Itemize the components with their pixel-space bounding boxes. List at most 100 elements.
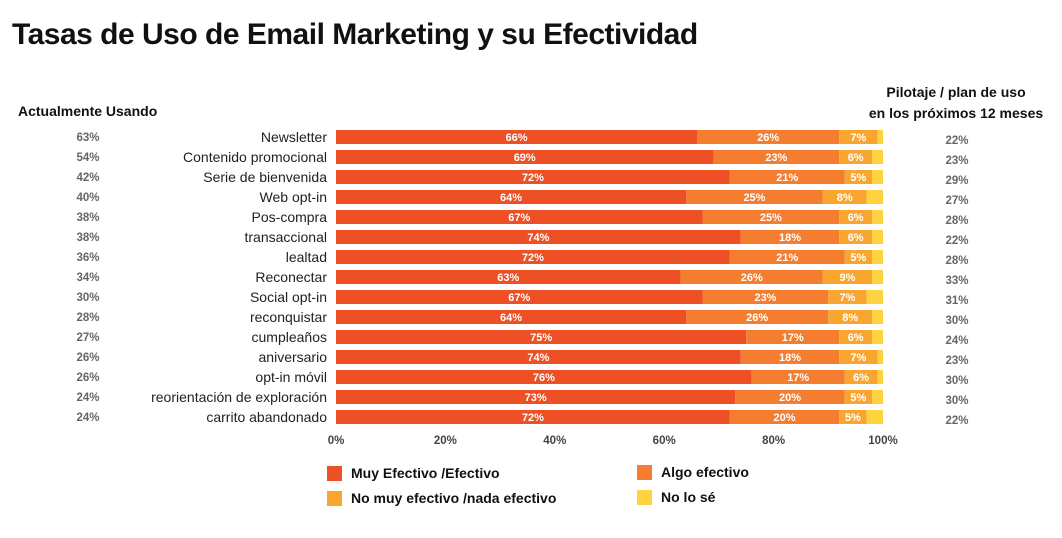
currently-using-value: 63% xyxy=(76,132,99,144)
bar-value-label: 6% xyxy=(853,372,869,384)
bar-value-label: 7% xyxy=(839,292,855,304)
bar-segment-no-lo-se xyxy=(872,330,883,344)
bar-value-label: 26% xyxy=(757,132,779,144)
currently-using-value: 54% xyxy=(76,152,99,164)
bar-segment-no-lo-se xyxy=(877,370,883,384)
planning-value: 30% xyxy=(945,375,968,387)
bar-segment-no-lo-se xyxy=(872,170,883,184)
bar-value-label: 74% xyxy=(527,232,549,244)
bar-value-label: 76% xyxy=(533,372,555,384)
bar-segment-no-lo-se xyxy=(866,410,883,424)
currently-using-value: 26% xyxy=(76,352,99,364)
currently-using-value: 30% xyxy=(76,292,99,304)
bar-segment-no-muy-efectivo xyxy=(839,350,878,364)
currently-using-value: 38% xyxy=(76,212,99,224)
legend-swatch-muy-efectivo xyxy=(327,465,342,481)
bar-value-label: 8% xyxy=(842,312,858,324)
bar-value-label: 5% xyxy=(850,252,866,264)
bar-value-label: 66% xyxy=(505,132,527,144)
currently-using-value: 24% xyxy=(76,392,99,404)
category-label: carrito abandonado xyxy=(206,409,327,425)
planning-value: 23% xyxy=(945,355,968,367)
currently-using-value: 26% xyxy=(76,372,99,384)
planning-value: 24% xyxy=(945,335,968,347)
planning-value: 27% xyxy=(945,195,968,207)
planning-value: 22% xyxy=(945,415,968,427)
currently-using-value: 34% xyxy=(76,272,99,284)
bar-value-label: 72% xyxy=(522,172,544,184)
currently-using-value: 24% xyxy=(76,412,99,424)
planning-value: 33% xyxy=(945,275,968,287)
legend-item-no-muy-efectivo: No muy efectivo /nada efectivo xyxy=(327,490,556,506)
bar-segment-algo-efectivo xyxy=(751,370,845,384)
currently-using-value: 36% xyxy=(76,252,99,264)
bar-segment-algo-efectivo xyxy=(729,410,840,424)
legend-label-algo-efectivo: Algo efectivo xyxy=(661,464,749,480)
bar-segment-muy-efectivo xyxy=(336,350,741,364)
planning-value: 22% xyxy=(945,135,968,147)
bar-segment-muy-efectivo xyxy=(336,290,703,304)
bar-value-label: 25% xyxy=(743,192,765,204)
currently-using-value: 27% xyxy=(76,332,99,344)
x-tick-label: 40% xyxy=(543,435,566,447)
bar-segment-no-muy-efectivo xyxy=(844,390,873,404)
bar-segment-muy-efectivo xyxy=(336,330,747,344)
bar-value-label: 23% xyxy=(754,292,776,304)
bar-segment-no-muy-efectivo xyxy=(844,250,873,264)
bar-value-label: 9% xyxy=(839,272,855,284)
bar-value-label: 20% xyxy=(779,392,801,404)
bar-value-label: 6% xyxy=(848,212,864,224)
category-label: transaccional xyxy=(245,229,328,245)
bar-segment-no-lo-se xyxy=(866,290,883,304)
bar-value-label: 74% xyxy=(527,352,549,364)
bar-value-label: 72% xyxy=(522,412,544,424)
legend-item-algo-efectivo: Algo efectivo xyxy=(637,464,749,480)
bar-value-label: 72% xyxy=(522,252,544,264)
bar-segment-no-muy-efectivo xyxy=(839,410,867,424)
bar-segment-muy-efectivo xyxy=(336,170,730,184)
bar-segment-muy-efectivo xyxy=(336,250,730,264)
bar-segment-muy-efectivo xyxy=(336,130,698,144)
bar-segment-algo-efectivo xyxy=(702,210,840,224)
bar-value-label: 20% xyxy=(774,412,796,424)
bar-segment-algo-efectivo xyxy=(729,250,845,264)
bar-value-label: 5% xyxy=(845,412,861,424)
bar-segment-muy-efectivo xyxy=(336,150,714,164)
bar-value-label: 26% xyxy=(741,272,763,284)
bar-value-label: 8% xyxy=(837,192,853,204)
bar-segment-muy-efectivo xyxy=(336,370,752,384)
bar-segment-no-lo-se xyxy=(866,190,883,204)
bar-value-label: 75% xyxy=(530,332,552,344)
bar-segment-algo-efectivo xyxy=(735,390,845,404)
bar-segment-no-muy-efectivo xyxy=(839,150,873,164)
planning-value: 28% xyxy=(945,255,968,267)
bar-segment-algo-efectivo xyxy=(686,310,829,324)
bar-value-label: 25% xyxy=(760,212,782,224)
bar-value-label: 64% xyxy=(500,192,522,204)
planning-value: 22% xyxy=(945,235,968,247)
planning-header: Pilotaje / plan de uso en los próximos 1… xyxy=(866,82,1046,124)
legend-item-no-lo-se: No lo sé xyxy=(637,489,715,505)
planning-value: 30% xyxy=(945,315,968,327)
bar-segment-no-muy-efectivo xyxy=(839,330,873,344)
bar-value-label: 6% xyxy=(848,152,864,164)
bar-value-label: 6% xyxy=(848,332,864,344)
bar-segment-no-muy-efectivo xyxy=(839,210,873,224)
planning-value: 28% xyxy=(945,215,968,227)
category-label: Serie de bienvenida xyxy=(203,169,327,185)
planning-header-line1: Pilotaje / plan de uso xyxy=(886,84,1026,100)
planning-value: 23% xyxy=(945,155,968,167)
bar-value-label: 64% xyxy=(500,312,522,324)
bar-value-label: 63% xyxy=(497,272,519,284)
currently-using-value: 28% xyxy=(76,312,99,324)
legend-label-no-lo-se: No lo sé xyxy=(661,489,716,505)
bar-segment-no-lo-se xyxy=(872,230,883,244)
bar-value-label: 7% xyxy=(850,132,866,144)
bar-segment-no-lo-se xyxy=(877,130,883,144)
bar-segment-no-lo-se xyxy=(872,210,883,224)
bar-segment-no-lo-se xyxy=(872,310,883,324)
bar-value-label: 6% xyxy=(848,232,864,244)
bar-segment-no-muy-efectivo xyxy=(839,230,873,244)
category-label: aniversario xyxy=(259,349,328,365)
